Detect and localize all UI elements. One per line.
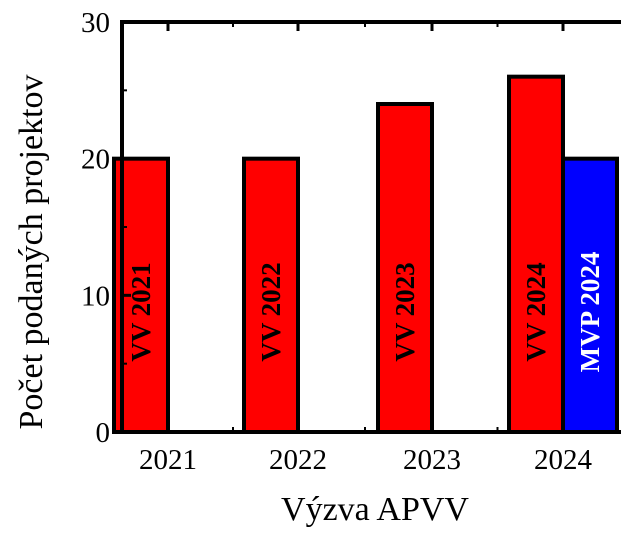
x-tick-label-2024: 2024 — [534, 444, 593, 476]
bar-label-2024-series-1: VV 2024 — [521, 262, 551, 361]
bar-labels-group: VV 2021 VV 2022 VV 2023 VV 2024 MVP 2024 — [126, 252, 605, 373]
x-axis-title: Výzva APVV — [281, 491, 469, 528]
y-tick-label-20: 20 — [81, 144, 110, 176]
y-tick-label-30: 30 — [81, 7, 110, 39]
bar-label-2024-series-2: MVP 2024 — [575, 252, 605, 373]
x-tick-label-2023: 2023 — [403, 444, 461, 476]
bar-label-2023-series-1: VV 2023 — [390, 262, 420, 361]
bar-label-2021-series-1: VV 2021 — [126, 262, 156, 361]
bar-2024-series-2 — [561, 156, 619, 435]
bar-label-2022-series-1: VV 2022 — [256, 262, 286, 361]
x-tick-label-2022: 2022 — [269, 444, 327, 476]
y-tick-label-0: 0 — [96, 417, 111, 449]
y-axis-title: Počet podaných projektov — [13, 74, 50, 429]
ticks-group: 0 10 20 30 2021 2022 2023 2024 — [81, 7, 593, 476]
x-tick-label-2021: 2021 — [139, 444, 197, 476]
bars-group — [112, 74, 619, 435]
y-tick-label-10: 10 — [81, 280, 110, 312]
bar-2024-series-1 — [507, 74, 565, 435]
